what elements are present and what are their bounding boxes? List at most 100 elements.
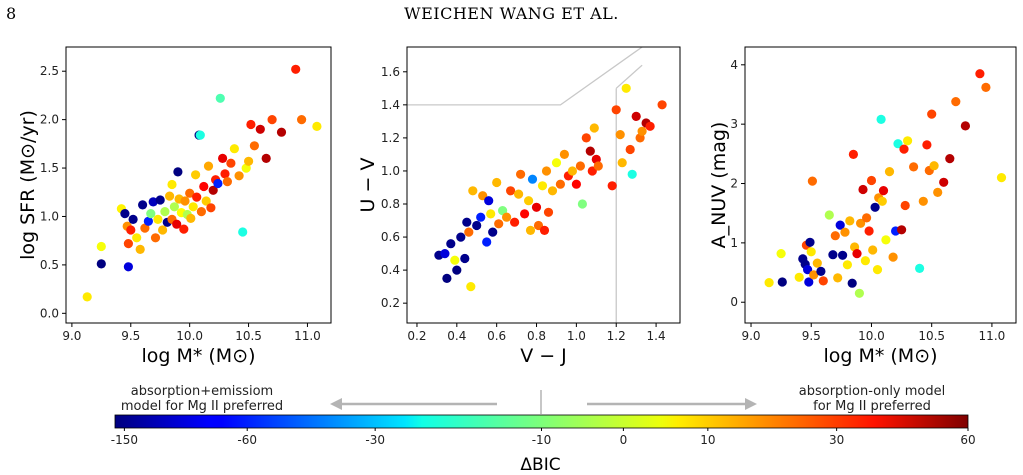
- data-point: [160, 207, 170, 217]
- data-point: [96, 259, 106, 269]
- data-point: [312, 121, 322, 131]
- data-point: [581, 133, 591, 143]
- data-point: [864, 226, 874, 236]
- colorbar-tick-label: 60: [960, 433, 975, 447]
- data-point: [918, 196, 928, 206]
- data-point: [877, 196, 887, 206]
- data-point: [929, 161, 939, 171]
- x-tick-label: 9.0: [741, 329, 760, 343]
- data-point: [960, 121, 971, 131]
- data-point: [615, 130, 625, 140]
- y-tick-label: 4: [730, 58, 738, 72]
- data-point: [446, 239, 456, 249]
- colorbar-label: ΔBIC: [520, 455, 560, 475]
- data-point: [179, 224, 189, 234]
- y-tick-label: 1.4: [381, 98, 400, 112]
- left-arrow-icon: [330, 398, 342, 410]
- y-tick-label: 1.6: [381, 65, 400, 79]
- data-point: [226, 158, 236, 168]
- data-point: [903, 136, 913, 146]
- data-point: [476, 212, 486, 222]
- x-tick-label: 0.2: [407, 329, 426, 343]
- data-point: [442, 273, 452, 283]
- data-point: [585, 146, 595, 156]
- data-point: [637, 126, 647, 136]
- x-tick-label: 9.0: [62, 329, 81, 343]
- data-point: [559, 149, 570, 159]
- data-point: [860, 256, 871, 266]
- x-tick-label: 1.4: [647, 329, 666, 343]
- uvj-diagram-plot: [403, 46, 681, 327]
- y-axis-label: A_NUV (mag): [708, 122, 730, 249]
- data-point: [527, 174, 538, 184]
- data-point: [933, 187, 943, 197]
- data-point: [140, 223, 150, 233]
- data-point: [120, 209, 130, 219]
- page-number: 8: [6, 4, 17, 23]
- data-point: [222, 177, 232, 187]
- colorbar-tick-label: 0: [620, 433, 628, 447]
- y-tick-label: 0: [730, 295, 738, 309]
- data-point: [881, 235, 891, 245]
- data-point: [196, 207, 206, 217]
- x-tick-label: 9.5: [802, 329, 821, 343]
- data-point: [482, 237, 492, 247]
- plot-frame: [406, 46, 681, 324]
- data-point: [915, 263, 925, 273]
- data-point: [155, 195, 165, 205]
- data-point: [468, 186, 478, 196]
- data-point: [541, 166, 552, 176]
- data-point: [868, 245, 878, 255]
- data-point: [607, 181, 617, 191]
- data-point: [165, 191, 175, 201]
- data-point: [909, 162, 919, 172]
- y-tick-label: 0.8: [381, 197, 400, 211]
- data-point: [617, 158, 627, 168]
- data-point: [807, 176, 818, 186]
- sfr-vs-mass-plot: [62, 46, 332, 327]
- data-point: [488, 227, 498, 237]
- data-point: [893, 139, 903, 149]
- data-point: [186, 213, 196, 223]
- running-head: WEICHEN WANG ET AL.: [404, 4, 619, 23]
- data-point: [627, 169, 637, 179]
- data-point: [123, 262, 133, 272]
- data-point: [575, 161, 586, 171]
- data-point: [645, 121, 655, 131]
- data-point: [218, 153, 228, 163]
- data-point: [884, 167, 895, 177]
- data-point: [132, 233, 142, 243]
- data-point: [215, 93, 225, 103]
- data-point: [900, 200, 910, 211]
- data-point: [167, 179, 177, 190]
- data-point: [611, 105, 621, 115]
- data-point: [486, 209, 496, 219]
- data-point: [208, 185, 218, 195]
- data-point: [524, 196, 534, 206]
- left-note-line-2: model for Mg II preferred: [121, 399, 283, 414]
- data-point: [539, 225, 550, 235]
- data-point: [555, 179, 566, 189]
- data-point: [246, 119, 256, 130]
- data-point: [939, 177, 949, 187]
- x-tick-label: 0.4: [447, 329, 466, 343]
- y-axis-label: log SFR (M⊙/yr): [17, 110, 39, 260]
- y-tick-label: 3: [730, 117, 738, 131]
- data-point: [128, 214, 138, 224]
- data-point: [234, 171, 244, 181]
- data-point: [872, 265, 883, 275]
- data-point: [794, 272, 804, 282]
- x-tick-label: 10.0: [858, 329, 885, 343]
- colorbar-tick-label: -60: [237, 433, 257, 447]
- data-point: [135, 244, 145, 254]
- data-point: [516, 169, 526, 179]
- x-tick-label: 0.8: [527, 329, 546, 343]
- data-point: [199, 181, 209, 192]
- data-point: [835, 220, 845, 230]
- vertical-cut-diagonal: [615, 64, 643, 89]
- data-point: [547, 186, 558, 196]
- data-point: [945, 154, 955, 164]
- data-point: [229, 144, 239, 154]
- data-point: [452, 265, 462, 275]
- data-point: [876, 114, 886, 124]
